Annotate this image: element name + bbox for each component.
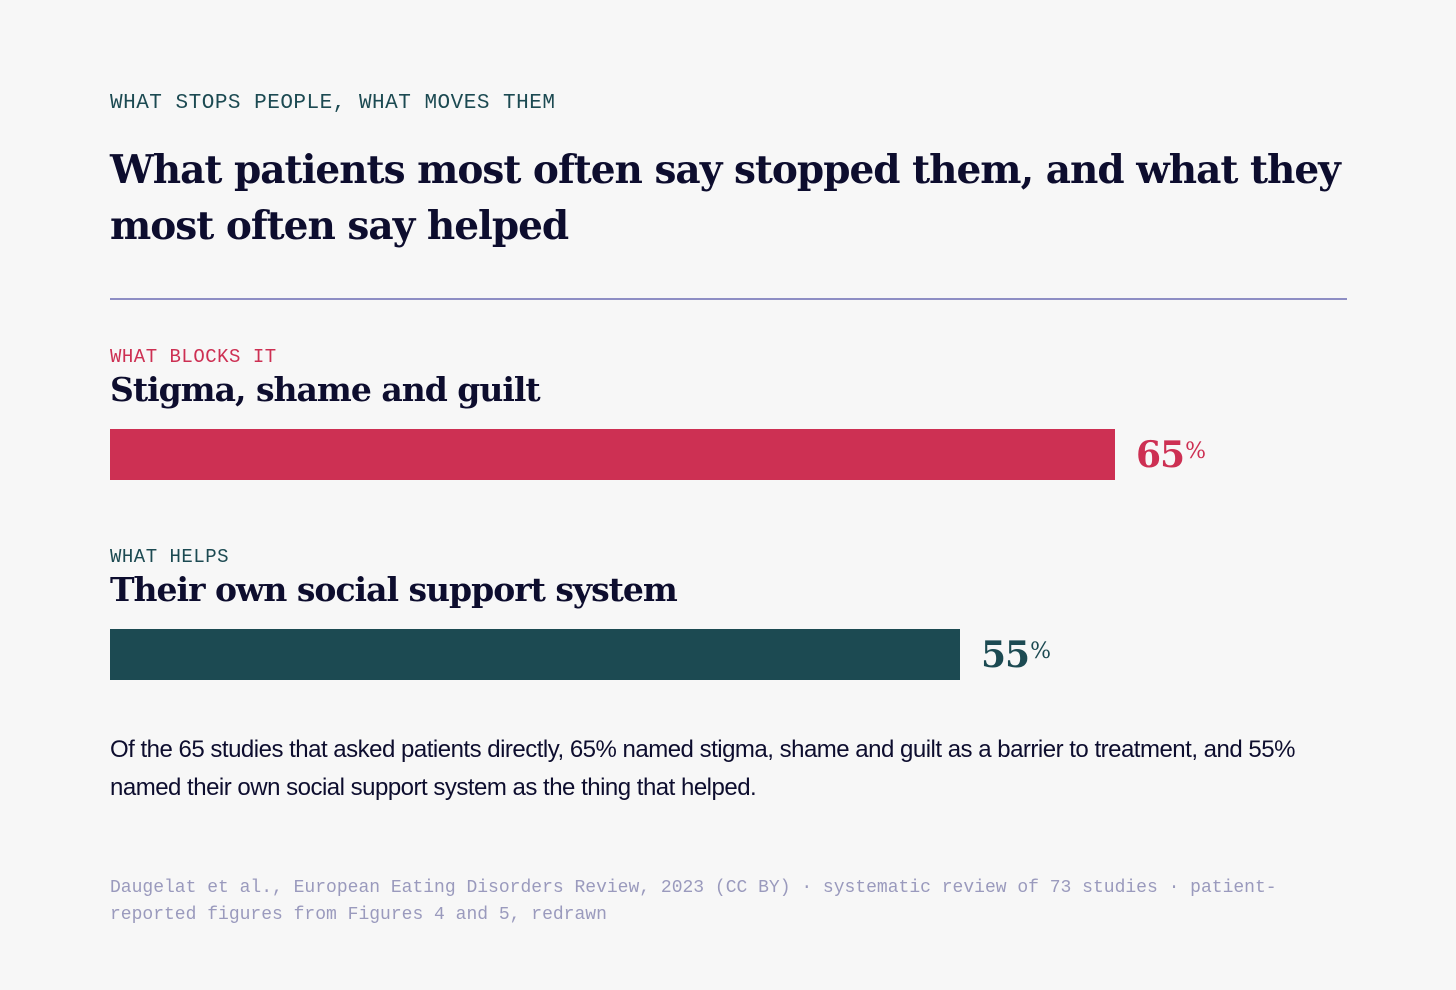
source-note: Daugelat et al., European Eating Disorde… xyxy=(110,878,1277,925)
kicker: WHAT STOPS PEOPLE, WHAT MOVES THEM xyxy=(110,92,556,115)
helps-value-number: 55 xyxy=(981,633,1030,676)
helps-value-unit: % xyxy=(1030,639,1052,664)
barrier-value-number: 65 xyxy=(1136,433,1185,476)
summary-text: Of the 65 studies that asked patients di… xyxy=(110,736,1295,801)
barrier-group-label: WHAT BLOCKS IT xyxy=(110,346,277,368)
helps-bar-label: Their own social support system xyxy=(110,570,678,609)
barrier-bar-track: 65% xyxy=(110,429,1347,480)
barrier-value-unit: % xyxy=(1185,439,1207,464)
barrier-value-label: 65% xyxy=(1136,429,1206,480)
helps-bar-track: 55% xyxy=(110,629,1347,680)
helps-group-label: WHAT HELPS xyxy=(110,546,230,568)
barrier-bar xyxy=(110,429,1115,480)
title-divider xyxy=(110,298,1347,300)
helps-value-label: 55% xyxy=(981,629,1051,680)
helps-bar xyxy=(110,629,960,680)
chart-title: What patients most often say stopped the… xyxy=(110,147,1341,249)
barrier-bar-label: Stigma, shame and guilt xyxy=(110,370,541,409)
